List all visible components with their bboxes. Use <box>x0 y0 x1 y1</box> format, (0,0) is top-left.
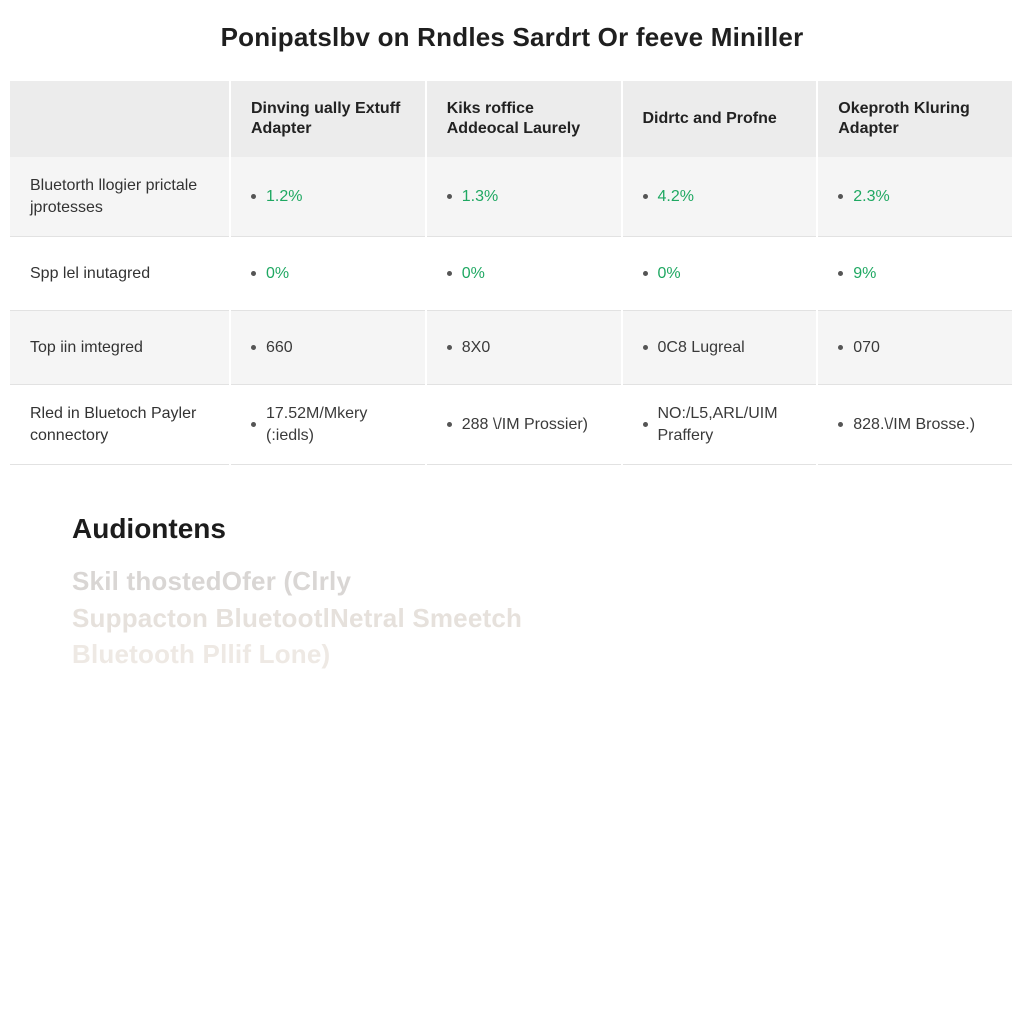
col-header-4: Okeproth Kluring Adapter <box>817 81 1013 157</box>
col-header-3: Didrtc and Profne <box>622 81 818 157</box>
bullet-icon <box>643 422 648 427</box>
bullet-icon <box>447 345 452 350</box>
bullet-icon <box>838 422 843 427</box>
table-cell: 0% <box>622 237 818 311</box>
table-cell: 4.2% <box>622 157 818 237</box>
cell-value: 0% <box>658 263 681 285</box>
table-cell: 070 <box>817 311 1013 385</box>
table-row: Spp lel inutagred 0% 0% 0% 9% <box>10 237 1013 311</box>
cell-value: 0% <box>266 263 289 285</box>
row-label: Bluetorth llogier prictale jprotesses <box>10 157 230 237</box>
col-header-1: Dinving ually Extuff Adapter <box>230 81 426 157</box>
cell-value: 0C8 Lugreal <box>658 337 745 359</box>
faded-line-3: Bluetooth Pllif Lone) <box>72 636 952 672</box>
section-audiontens: Audiontens Skil thostedOfer (Clrly Suppa… <box>72 513 952 672</box>
cell-value: 1.3% <box>462 186 498 208</box>
cell-value: 1.2% <box>266 186 302 208</box>
cell-content: 2.3% <box>838 186 992 208</box>
cell-content: 0% <box>643 263 797 285</box>
col-header-2: Kiks roffice Addeocal Laurely <box>426 81 622 157</box>
table-row: Bluetorth llogier prictale jprotesses 1.2… <box>10 157 1013 237</box>
cell-content: 1.2% <box>251 186 405 208</box>
bullet-icon <box>838 345 843 350</box>
cell-content: 4.2% <box>643 186 797 208</box>
cell-content: 828.\/IM Brosse.) <box>838 414 992 436</box>
cell-value: 828.\/IM Brosse.) <box>853 414 975 436</box>
table-body: Bluetorth llogier prictale jprotesses 1.2… <box>10 157 1013 465</box>
cell-value: 9% <box>853 263 876 285</box>
bullet-icon <box>447 271 452 276</box>
cell-value: 070 <box>853 337 880 359</box>
faded-line-1: Skil thostedOfer (Clrly <box>72 563 952 599</box>
table-header-row: Dinving ually Extuff Adapter Kiks roffic… <box>10 81 1013 157</box>
cell-value: 2.3% <box>853 186 889 208</box>
table-cell: 828.\/IM Brosse.) <box>817 385 1013 465</box>
bullet-icon <box>643 194 648 199</box>
bullet-icon <box>447 194 452 199</box>
table-cell: 9% <box>817 237 1013 311</box>
cell-content: 1.3% <box>447 186 601 208</box>
row-label: Top iin imtegred <box>10 311 230 385</box>
bullet-icon <box>251 194 256 199</box>
table-cell: NO:/L5,ARL/UIM Praffery <box>622 385 818 465</box>
cell-content: 17.52M/Mkery (:iedls) <box>251 403 405 446</box>
cell-value: 8X0 <box>462 337 490 359</box>
cell-content: 0C8 Lugreal <box>643 337 797 359</box>
row-label: Spp lel inutagred <box>10 237 230 311</box>
col-header-empty <box>10 81 230 157</box>
cell-content: 0% <box>251 263 405 285</box>
table-cell: 0% <box>230 237 426 311</box>
bullet-icon <box>838 194 843 199</box>
table-cell: 0C8 Lugreal <box>622 311 818 385</box>
comparison-table: Dinving ually Extuff Adapter Kiks roffic… <box>10 81 1014 465</box>
faded-line-2: Suppacton BluetootlNetral Smeetch <box>72 600 952 636</box>
cell-value: 288 \/IM Prossier) <box>462 414 588 436</box>
cell-content: 288 \/IM Prossier) <box>447 414 601 436</box>
bullet-icon <box>251 422 256 427</box>
table-row: Top iin imtegred 660 8X0 0C8 Lugreal 070 <box>10 311 1013 385</box>
bullet-icon <box>251 271 256 276</box>
row-label: Rled in Bluetoch Payler connectory <box>10 385 230 465</box>
cell-content: 660 <box>251 337 405 359</box>
section-heading: Audiontens <box>72 513 952 545</box>
cell-value: 660 <box>266 337 293 359</box>
page-title: Ponipatslbv on Rndles Sardrt Or feeve Mi… <box>10 22 1014 53</box>
table-cell: 1.2% <box>230 157 426 237</box>
cell-value: 0% <box>462 263 485 285</box>
bullet-icon <box>251 345 256 350</box>
cell-content: 070 <box>838 337 992 359</box>
table-row: Rled in Bluetoch Payler connectory 17.52M… <box>10 385 1013 465</box>
cell-value: 4.2% <box>658 186 694 208</box>
table-cell: 1.3% <box>426 157 622 237</box>
bullet-icon <box>643 271 648 276</box>
cell-content: 0% <box>447 263 601 285</box>
table-cell: 660 <box>230 311 426 385</box>
cell-content: 9% <box>838 263 992 285</box>
bullet-icon <box>643 345 648 350</box>
table-cell: 17.52M/Mkery (:iedls) <box>230 385 426 465</box>
table-cell: 288 \/IM Prossier) <box>426 385 622 465</box>
table-cell: 8X0 <box>426 311 622 385</box>
bullet-icon <box>447 422 452 427</box>
table-cell: 0% <box>426 237 622 311</box>
cell-value: 17.52M/Mkery (:iedls) <box>266 403 405 446</box>
faded-text-block: Skil thostedOfer (Clrly Suppacton Blueto… <box>72 563 952 672</box>
bullet-icon <box>838 271 843 276</box>
table-cell: 2.3% <box>817 157 1013 237</box>
cell-content: 8X0 <box>447 337 601 359</box>
cell-content: NO:/L5,ARL/UIM Praffery <box>643 403 797 446</box>
cell-value: NO:/L5,ARL/UIM Praffery <box>658 403 797 446</box>
